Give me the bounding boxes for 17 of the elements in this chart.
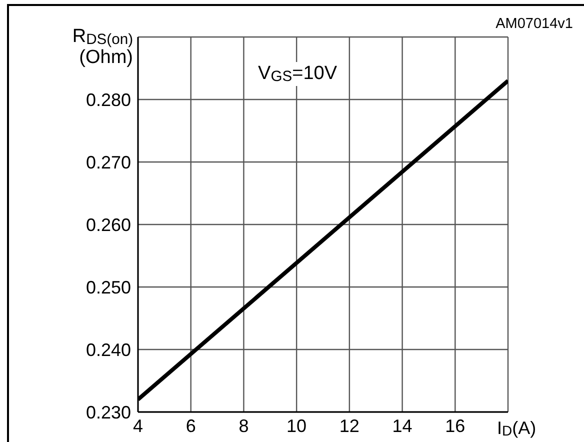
- y-tick-label: 0.230: [86, 402, 131, 422]
- y-tick-label: 0.240: [86, 340, 131, 360]
- annotation: V$_{GS}$=10V: [258, 62, 337, 86]
- y-tick-label: 0.280: [86, 90, 131, 110]
- text: AM07014v1: [496, 16, 573, 33]
- x-tick-label: 4: [132, 416, 144, 436]
- y-axis-title: R$_{DS(on)}$ (Ohm): [71, 26, 133, 68]
- x-tick-label: 12: [339, 416, 360, 436]
- y-tick-label: 0.250: [86, 277, 131, 298]
- x-tick-label: 14: [392, 416, 412, 436]
- x-tick-label: 16: [445, 416, 466, 436]
- x-tick-label: 6: [186, 416, 196, 436]
- y-tick-label: 0.260: [86, 214, 131, 235]
- x-tick-label: 8: [238, 416, 249, 436]
- y-tick-label: 0.270: [86, 152, 131, 172]
- x-axis-title: I$_{D}$(A): [497, 417, 536, 439]
- x-tick-label: 10: [286, 416, 307, 436]
